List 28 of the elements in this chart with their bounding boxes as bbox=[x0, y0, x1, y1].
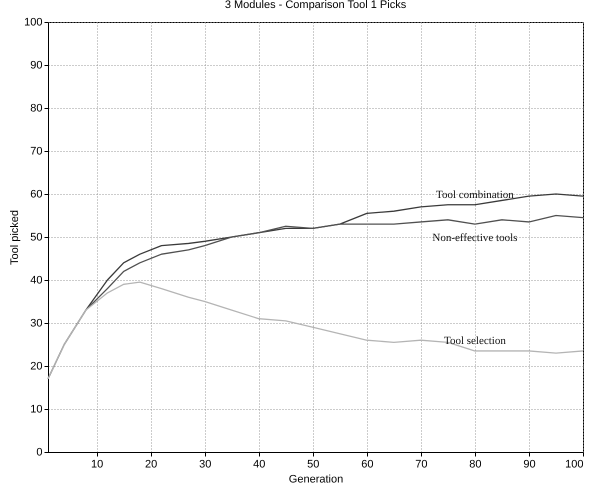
x-tick-label: 30 bbox=[199, 458, 212, 470]
x-tick-label: 80 bbox=[469, 458, 482, 470]
y-tick-label: 10 bbox=[30, 404, 42, 416]
y-tick-label: 50 bbox=[30, 232, 42, 244]
y-tick-label: 0 bbox=[36, 446, 42, 458]
y-axis-title: Tool picked bbox=[9, 210, 22, 266]
y-tick-label: 80 bbox=[30, 102, 42, 114]
x-tick-label: 90 bbox=[523, 458, 536, 470]
y-tick-label: 70 bbox=[30, 146, 42, 158]
x-tick-label: 70 bbox=[415, 458, 428, 470]
y-tick-label: 60 bbox=[30, 188, 42, 200]
x-tick-label: 20 bbox=[145, 458, 158, 470]
x-tick-label: 40 bbox=[253, 458, 266, 470]
y-tick-label: 40 bbox=[30, 274, 42, 286]
series-label: Tool selection bbox=[444, 334, 506, 347]
y-tick-label: 30 bbox=[30, 318, 42, 330]
series-label: Non-effective tools bbox=[432, 232, 518, 244]
x-tick-label: 100 bbox=[565, 458, 584, 470]
line-series bbox=[47, 282, 584, 380]
y-tick-label: 90 bbox=[30, 60, 42, 72]
x-axis-title: Generation bbox=[288, 474, 344, 486]
chart-title: 3 Modules - Comparison Tool 1 Picks bbox=[224, 0, 407, 11]
series-label: Tool combination bbox=[436, 188, 514, 201]
y-tick-label: 100 bbox=[24, 16, 42, 28]
x-tick-label: 60 bbox=[361, 458, 374, 470]
x-tick-label: 10 bbox=[91, 458, 104, 470]
y-tick-label: 20 bbox=[30, 360, 42, 372]
x-tick-label: 50 bbox=[307, 458, 320, 470]
